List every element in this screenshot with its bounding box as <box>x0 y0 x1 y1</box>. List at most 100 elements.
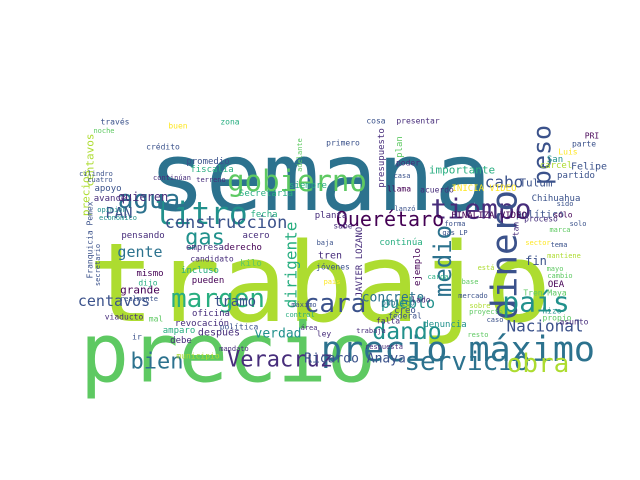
word-viaducto: viaducto <box>105 313 144 322</box>
word-litro: litro <box>154 196 247 232</box>
word-mayo: mayo <box>547 265 564 273</box>
word-cambio: cambio <box>547 272 572 280</box>
word-plan: plan <box>395 136 405 158</box>
word-país: país <box>502 286 569 319</box>
word-gobierno: gobierno <box>227 164 367 198</box>
word-mandato: mandato <box>219 345 249 353</box>
word-acuerdo: acuerdo <box>420 186 454 195</box>
word-tren: tren <box>318 251 342 262</box>
word-bien: bien <box>131 350 184 375</box>
word-político: político <box>516 209 564 221</box>
word-derecho: derecho <box>224 243 262 253</box>
word-dinero: dinero <box>485 190 526 320</box>
word-está: está <box>478 264 495 272</box>
word-siempre: siempre <box>289 181 327 191</box>
word-luis: Luis <box>558 148 577 157</box>
word-sido: sido <box>557 200 574 208</box>
word-semana: semana <box>148 123 491 233</box>
word-solo: solo <box>570 220 587 228</box>
word-primero: primero <box>326 139 360 148</box>
word-pan: PAN <box>105 204 132 222</box>
word-franquicia-pemex: Franquicia Pemex <box>86 201 95 278</box>
word-crédito: crédito <box>146 142 180 152</box>
word-promedio: promedio <box>186 157 229 167</box>
word-falta: falta <box>376 317 400 326</box>
word-creo: creo <box>394 306 416 316</box>
word-trabajo: trabajo <box>88 219 552 347</box>
word-terreno: terreno <box>196 176 226 184</box>
word-acero: acero <box>242 231 269 241</box>
word-base: base <box>462 278 479 286</box>
word-carga: carga <box>427 273 448 281</box>
word-partido: partido <box>557 171 595 181</box>
word-sólo: sólo <box>553 210 572 220</box>
word-baja: baja <box>317 239 334 247</box>
word-respuesta: respuesta <box>365 343 403 351</box>
word-kilo: kilo <box>240 259 262 269</box>
word-zona: zona <box>220 118 239 127</box>
word-tramo: tramo <box>214 294 256 310</box>
word-proceso: proceso <box>524 215 558 224</box>
word-dando: dando <box>372 319 441 345</box>
word-cosa: cosa <box>366 117 385 126</box>
word-dijo: dijo <box>138 279 157 288</box>
word-continúa: continúa <box>379 238 422 248</box>
word-grande: grande <box>120 284 160 297</box>
word-oficina: oficina <box>192 309 230 319</box>
word-sabe: sabe <box>333 222 352 231</box>
word-avance: avance <box>94 194 127 204</box>
word-país: país <box>324 278 341 286</box>
word-inicia-video: INICIA VIDEO <box>451 184 516 194</box>
word-parte: parte <box>572 140 596 149</box>
word-política: política <box>220 323 259 332</box>
word-fiscalía: fiscalía <box>190 165 233 175</box>
word-hizo: hizo <box>542 307 561 316</box>
word-tiempo: tiempo <box>430 193 531 226</box>
word-dirigente: dirigente <box>282 222 301 309</box>
word-sector: sector <box>525 239 550 247</box>
word-amparo: amparo <box>163 326 196 336</box>
word-cilindro: cilindro <box>79 170 113 178</box>
word-nacional: Nacional <box>506 317 583 336</box>
word-poder: poder <box>396 159 420 168</box>
word-apoyo: apoyo <box>94 184 121 194</box>
word-secretario: secretario <box>94 244 102 286</box>
word-empresa: empresa <box>186 243 224 253</box>
word-planta: planta <box>315 211 348 221</box>
word-candidato: candidato <box>190 255 234 264</box>
word-casa: casa <box>394 172 411 180</box>
word-precio-máximo: precio máximo <box>321 330 595 370</box>
word-cárcel: cárcel <box>540 161 573 171</box>
word-fin: fin <box>525 254 547 268</box>
word-buen: buen <box>168 122 187 131</box>
word-noche: noche <box>93 127 114 135</box>
word-gente: gente <box>117 243 162 261</box>
word-debe: debe <box>170 336 192 346</box>
word-municipio: municipio <box>176 352 220 361</box>
word-federal: federal <box>388 312 422 321</box>
word-ricardo-anaya: Ricardo Anaya <box>304 352 406 367</box>
word-mercado: mercado <box>458 292 488 300</box>
word-precio: precio <box>80 307 376 402</box>
word-continúan: continúan <box>153 174 191 182</box>
word-felipe: Felipe <box>571 162 607 173</box>
word-realmente: realmente <box>120 295 158 303</box>
word-oea: OEA <box>548 280 565 290</box>
word-construcción: construcción <box>165 213 288 233</box>
word-finaliza-video: FINALIZA VIDEO <box>451 211 527 221</box>
word-javier-lozano: JAVIER LOZANO <box>355 227 365 297</box>
word-precios: precios <box>80 170 93 216</box>
word-área: área <box>301 324 318 332</box>
word-denuncia: denuncia <box>423 320 466 330</box>
word-cuatro: cuatro <box>87 176 112 184</box>
word-veracruz: Veracruz <box>227 348 333 373</box>
word-importante: importante <box>429 164 495 177</box>
word-ley: ley <box>317 330 332 339</box>
word-obra: obra <box>507 349 570 379</box>
word-mal: mal <box>149 315 164 324</box>
word-económico: económico <box>99 214 137 222</box>
word-revocación: revocación <box>175 318 229 329</box>
word-servicio: servicio <box>404 347 529 377</box>
word-centavos: centavos <box>84 134 97 187</box>
